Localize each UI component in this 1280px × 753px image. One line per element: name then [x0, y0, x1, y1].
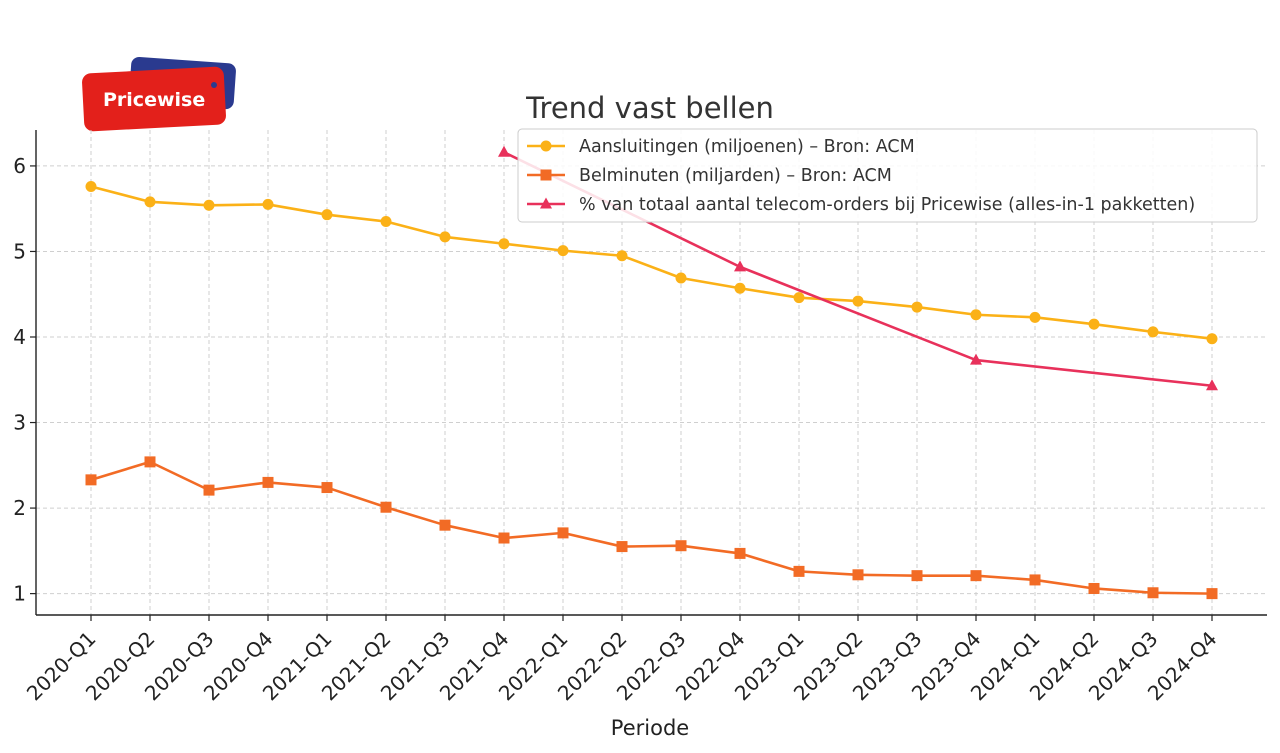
data-point-series-2	[616, 541, 628, 553]
y-tick-label: 4	[13, 325, 26, 349]
data-point-series-2	[675, 540, 687, 552]
legend-marker	[540, 197, 552, 209]
x-axis-label: Periode	[611, 716, 689, 740]
legend-box	[517, 128, 1258, 223]
legend-marker	[540, 140, 552, 152]
x-axis-ticks: 2020-Q12020-Q22020-Q32020-Q42021-Q12021-…	[22, 615, 1222, 705]
data-point-series-2	[439, 519, 451, 531]
legend-label: Aansluitingen (miljoenen) – Bron: ACM	[579, 137, 915, 157]
data-point-series-1	[1029, 311, 1041, 323]
logo-dot	[211, 82, 217, 88]
data-point-series-2	[203, 484, 215, 496]
data-point-series-1	[498, 238, 510, 250]
data-point-series-2	[734, 547, 746, 559]
data-point-series-1	[1088, 318, 1100, 330]
series-group	[85, 145, 1218, 600]
data-point-series-1	[439, 231, 451, 243]
y-tick-label: 1	[13, 582, 26, 606]
data-point-series-1	[734, 282, 746, 294]
data-point-series-1	[380, 216, 392, 228]
data-point-series-2	[852, 569, 864, 581]
data-point-series-2	[262, 476, 274, 488]
y-tick-label: 6	[13, 154, 26, 178]
series-line-2	[90, 460, 1213, 595]
data-point-series-1	[144, 196, 156, 208]
legend-marker	[540, 169, 552, 181]
data-point-series-1	[852, 295, 864, 307]
logo-text: Pricewise	[103, 89, 205, 111]
data-point-series-2	[144, 456, 156, 468]
data-point-series-3	[970, 353, 982, 365]
chart-title: Trend vast bellen	[525, 91, 774, 125]
axes	[35, 130, 1267, 616]
data-point-series-2	[1088, 582, 1100, 594]
data-point-series-1	[85, 180, 97, 192]
data-point-series-3	[734, 260, 746, 272]
series-line-1	[90, 185, 1213, 341]
data-point-series-2	[557, 527, 569, 539]
data-point-series-2	[793, 565, 805, 577]
data-point-series-1	[1206, 333, 1218, 345]
data-point-series-1	[911, 301, 923, 313]
legend-label: Belminuten (miljarden) – Bron: ACM	[579, 166, 892, 186]
data-point-series-1	[675, 272, 687, 284]
data-point-series-2	[1206, 588, 1218, 600]
y-axis-ticks: 1 2 3 4 5 6	[13, 154, 36, 606]
data-point-series-2	[1147, 587, 1159, 599]
data-point-series-2	[911, 570, 923, 582]
data-point-series-1	[970, 309, 982, 321]
data-point-series-2	[970, 570, 982, 582]
data-point-series-1	[262, 198, 274, 210]
data-point-series-2	[1029, 574, 1041, 586]
data-point-series-1	[793, 292, 805, 304]
y-tick-label: 2	[13, 496, 26, 520]
legend-label: % van totaal aantal telecom-orders bij P…	[579, 195, 1195, 215]
data-point-series-1	[203, 199, 215, 211]
logo-front-card	[82, 66, 226, 132]
data-point-series-2	[321, 482, 333, 494]
pricewise-logo: Pricewise	[82, 56, 236, 132]
legend: Aansluitingen (miljoenen) – Bron: ACM Bel…	[517, 128, 1258, 223]
data-point-series-2	[498, 532, 510, 544]
data-point-series-1	[1147, 326, 1159, 338]
data-point-series-2	[380, 501, 392, 513]
data-point-series-3	[498, 145, 510, 157]
y-tick-label: 3	[13, 411, 26, 435]
data-point-series-1	[557, 245, 569, 257]
data-point-series-1	[321, 209, 333, 221]
data-point-series-3	[1206, 379, 1218, 391]
data-point-series-2	[85, 474, 97, 486]
y-tick-label: 5	[13, 239, 26, 263]
data-point-series-1	[616, 250, 628, 262]
